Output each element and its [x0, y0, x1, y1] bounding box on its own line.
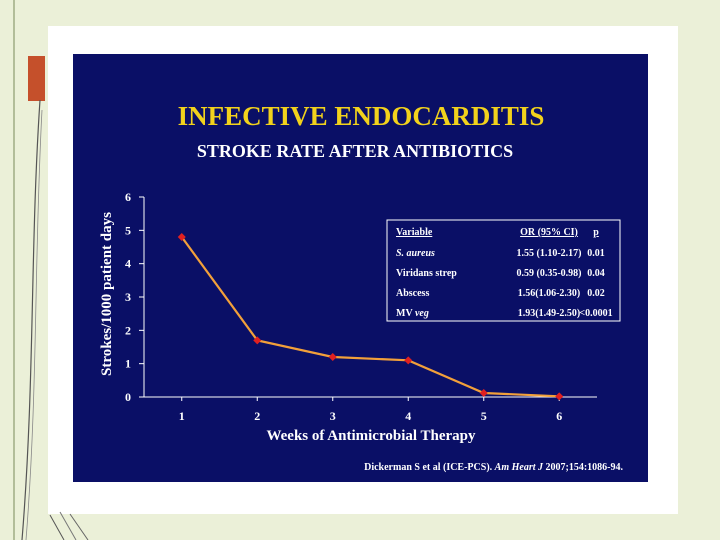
y-ticks: 0 1 2 3 4 5 6: [125, 190, 144, 404]
x-tick-label: 4: [405, 409, 411, 423]
citation-details: 2007;154:1086-94.: [543, 462, 623, 473]
y-tick-label: 6: [125, 190, 131, 204]
table-header-p: p: [593, 227, 599, 238]
series-line: [180, 236, 560, 398]
citation-authors: Dickerman S et al (ICE-PCS).: [364, 462, 495, 473]
x-tick-label: 2: [254, 409, 260, 423]
chart-title: INFECTIVE ENDOCARDITIS: [178, 101, 545, 131]
table-cell-or: 1.56(1.06-2.30): [518, 288, 581, 299]
x-ticks: 1 2 3 4 5 6: [179, 397, 562, 423]
y-tick-label: 5: [125, 223, 131, 237]
chart-subtitle: STROKE RATE AFTER ANTIBIOTICS: [197, 141, 513, 161]
x-tick-label: 1: [179, 409, 185, 423]
x-tick-label: 6: [556, 409, 562, 423]
table-cell-or: 0.59 (0.35-0.98): [517, 268, 582, 279]
table-header-variable: Variable: [396, 227, 433, 238]
data-point: [177, 233, 186, 241]
accent-bar: [28, 56, 45, 101]
table-cell-variable: Viridans strep: [396, 268, 457, 279]
data-point: [555, 392, 564, 401]
x-tick-label: 5: [481, 409, 487, 423]
table-cell-p: 0.02: [587, 288, 605, 299]
stroke-rate-chart: INFECTIVE ENDOCARDITIS STROKE RATE AFTER…: [99, 101, 623, 473]
citation-journal: Am Heart J: [494, 462, 544, 473]
table-cell-variable-italic: veg: [415, 308, 429, 319]
x-tick-label: 3: [330, 409, 336, 423]
y-axis-label: Strokes/1000 patient days: [99, 212, 115, 376]
or-table-border: [386, 219, 621, 322]
y-tick-label: 1: [125, 357, 131, 371]
table-cell-p: 0.04: [587, 268, 605, 279]
table-cell-or: 1.93(1.49-2.50): [518, 308, 581, 319]
chart-slide: INFECTIVE ENDOCARDITIS STROKE RATE AFTER…: [73, 54, 648, 482]
table-header-or: OR (95% CI): [520, 227, 578, 238]
data-point: [479, 389, 488, 397]
table-cell-variable-plain: MV: [396, 308, 415, 319]
citation: Dickerman S et al (ICE-PCS). Am Heart J …: [364, 462, 623, 473]
or-table: Variable OR (95% CI) p S. aureus 1.55 (1…: [386, 219, 621, 322]
y-tick-label: 3: [125, 290, 131, 304]
y-tick-label: 2: [125, 323, 131, 337]
data-point: [253, 336, 262, 345]
x-axis-label: Weeks of Antimicrobial Therapy: [266, 428, 476, 444]
table-cell-variable: MV veg: [396, 308, 429, 319]
table-cell-variable: S. aureus: [396, 248, 435, 259]
table-cell-or: 1.55 (1.10-2.17): [517, 248, 582, 259]
table-cell-p: <0.0001: [579, 308, 612, 319]
table-cell-p: 0.01: [587, 248, 605, 259]
data-point: [404, 356, 413, 365]
table-cell-variable: Abscess: [396, 288, 429, 299]
series-layer: [177, 233, 564, 401]
y-tick-label: 4: [125, 257, 131, 271]
data-point: [328, 353, 337, 361]
y-tick-label: 0: [125, 390, 131, 404]
